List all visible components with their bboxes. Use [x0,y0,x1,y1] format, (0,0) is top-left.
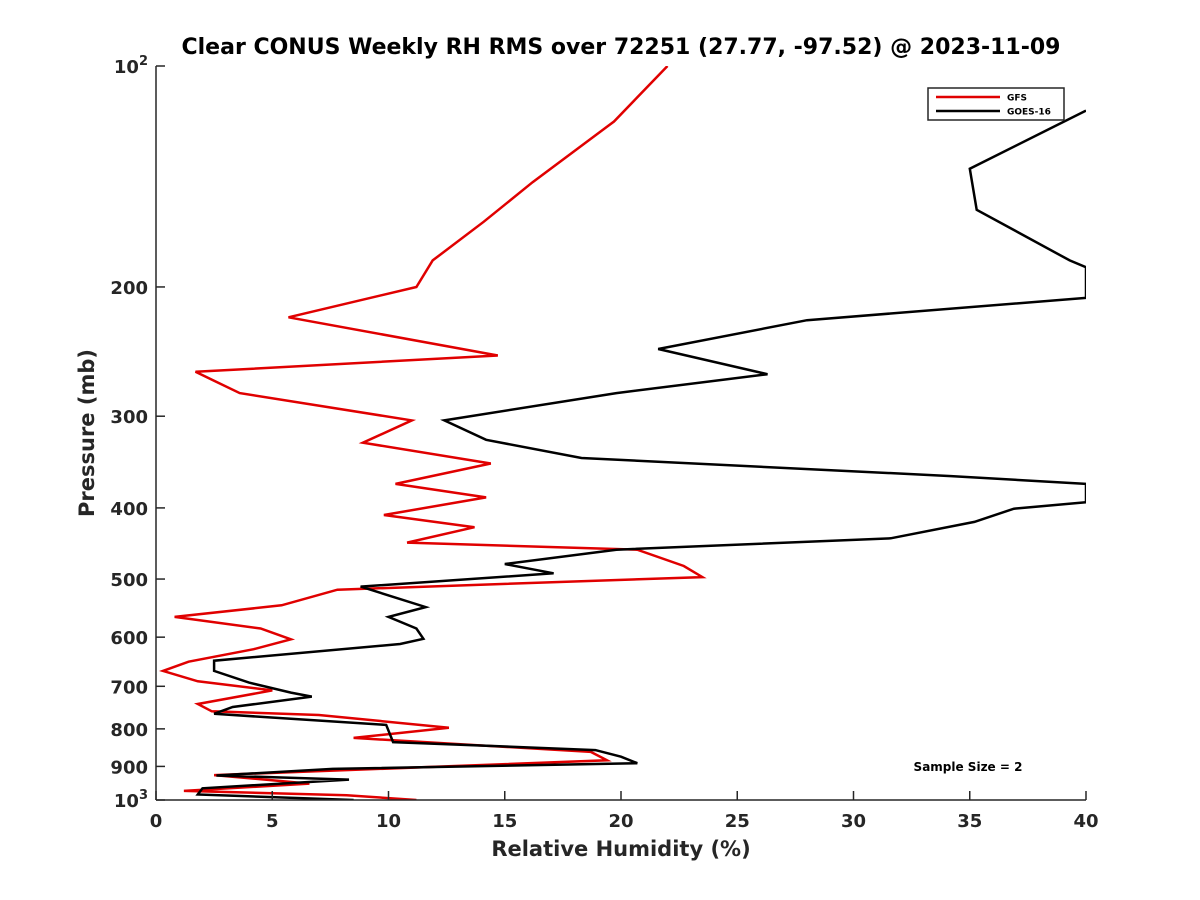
plot-lines [159,66,1086,800]
y-tick-label: 400 [110,499,148,520]
y-tick-label: 300 [110,407,148,428]
chart-title: Clear CONUS Weekly RH RMS over 72251 (27… [182,35,1061,60]
x-axis-ticks: 0 5 10 15 20 25 30 35 40 [150,791,1099,832]
legend-box [927,87,1065,121]
x-tick-label: 25 [725,811,750,832]
y-tick-label: 900 [110,757,148,778]
y-tick-label: 200 [110,278,148,299]
legend: GFS GOES-16 [927,87,1065,121]
axes [155,66,1086,801]
x-tick-label: 20 [608,811,633,832]
y-tick-label: 103 [114,788,148,812]
y-tick-label: 500 [110,570,148,591]
x-tick-label: 0 [150,811,163,832]
series-line-gfs [159,66,707,800]
series-line-goes-16 [195,109,1086,800]
x-tick-label: 5 [266,811,279,832]
x-tick-label: 35 [957,811,982,832]
y-tick-label: 800 [110,720,148,741]
y-tick-label: 600 [110,628,148,649]
y-axis-ticks: 102 200 300 400 500 600 700 800 900 103 [110,54,165,812]
x-tick-label: 10 [376,811,401,832]
x-axis-label: Relative Humidity (%) [491,837,750,861]
y-tick-label: 102 [114,54,148,78]
x-tick-label: 15 [492,811,517,832]
legend-label-goes-16: GOES-16 [1007,108,1051,118]
x-tick-label: 40 [1073,811,1098,832]
y-axis-label: Pressure (mb) [75,349,99,517]
sample-size-annotation: Sample Size = 2 [914,760,1023,774]
legend-label-gfs: GFS [1007,94,1027,104]
x-tick-label: 30 [841,811,866,832]
y-tick-label: 700 [110,677,148,698]
